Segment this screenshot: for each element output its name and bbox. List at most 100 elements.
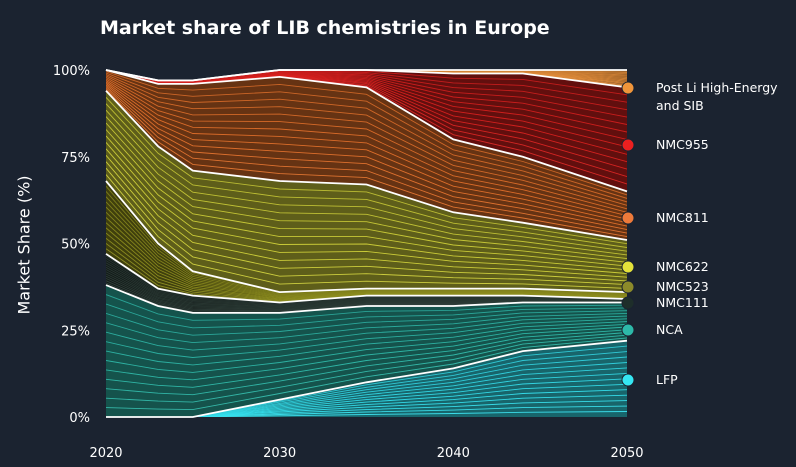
y-tick-label: 0% <box>69 411 90 426</box>
contour-line <box>106 142 627 271</box>
contour-line <box>106 211 627 297</box>
series-boundary-line <box>105 69 628 193</box>
contour-line <box>106 329 627 388</box>
contour-line <box>106 264 627 307</box>
contour-line <box>106 78 627 213</box>
legend-label: NMC111 <box>656 295 709 310</box>
series-layers <box>106 70 627 417</box>
contour-line <box>106 337 627 411</box>
series-boundary-line <box>106 339 628 418</box>
legend-item-nmc523: NMC523 <box>621 279 709 294</box>
legend-marker <box>621 296 635 310</box>
contour-line <box>106 206 627 297</box>
series-nmc811 <box>106 70 627 240</box>
contour-line <box>106 232 627 300</box>
contour-line <box>106 310 627 336</box>
contour-line <box>106 201 627 296</box>
contour-line <box>106 174 627 289</box>
contour-line <box>106 260 627 306</box>
contour-line <box>106 334 627 403</box>
contour-line <box>106 88 627 238</box>
contour-line <box>106 372 627 417</box>
legend-item-lfp: LFP <box>621 372 678 387</box>
x-tick-label: 2020 <box>89 446 122 461</box>
contour-line <box>106 400 627 417</box>
contour-line <box>106 243 627 302</box>
contour-line <box>106 217 627 298</box>
contour-line <box>106 96 627 245</box>
contour-line <box>106 351 627 417</box>
contour-line <box>106 87 627 234</box>
area-nmc955 <box>106 70 627 192</box>
series-boundary-line <box>105 180 628 294</box>
legend-label: NMC955 <box>656 137 709 152</box>
contour-line <box>106 84 627 227</box>
contour-line <box>106 237 627 301</box>
x-tick-label: 2040 <box>437 446 470 461</box>
contour-line <box>106 383 627 417</box>
contour-line <box>106 271 627 309</box>
contour-line <box>106 77 627 210</box>
contour-line <box>106 262 627 306</box>
contour-line <box>106 394 627 417</box>
legend-label: Post Li High-Energy <box>656 80 778 95</box>
series-lfp <box>106 340 627 417</box>
y-axis-ticks: 0% 25% 50% 75% 100% <box>53 64 90 426</box>
legend-marker <box>621 260 635 274</box>
area-nca <box>106 285 627 417</box>
contour-line <box>106 86 627 231</box>
area-nmc811 <box>106 70 627 240</box>
legend-marker <box>621 211 635 225</box>
contour-line <box>106 191 627 295</box>
contour-line <box>106 135 627 267</box>
contour-line <box>106 332 627 396</box>
contour-line <box>106 318 627 358</box>
contour-line <box>106 312 627 344</box>
contour-line <box>106 389 627 417</box>
contour-line <box>106 321 627 366</box>
contour-line <box>106 411 627 417</box>
series-boundaries <box>105 69 628 418</box>
legend-item-nmc811: NMC811 <box>621 210 709 225</box>
contour-line <box>106 222 627 299</box>
y-tick-label: 100% <box>53 64 90 79</box>
contour-line <box>106 80 627 217</box>
contour-line <box>106 356 627 417</box>
contour-line <box>106 345 627 417</box>
legend-marker <box>621 81 635 95</box>
contour-line <box>106 109 627 252</box>
legend-item-nmc955: NMC955 <box>621 137 709 152</box>
contour-line <box>106 273 627 310</box>
contour-line <box>106 303 627 329</box>
legend-label: NMC523 <box>656 279 709 294</box>
contour-line <box>106 75 627 206</box>
contour-line <box>106 405 627 417</box>
contour-line <box>106 326 627 381</box>
contour-line <box>106 277 627 312</box>
contour-line <box>106 280 627 312</box>
legend-marker <box>621 138 635 152</box>
contour-line <box>106 315 627 351</box>
legend-label: NMC811 <box>656 210 709 225</box>
contour-line <box>106 74 627 203</box>
contour-line <box>106 227 627 300</box>
contour-line <box>106 196 627 295</box>
y-tick-label: 25% <box>61 324 90 339</box>
series-boundary-line <box>105 69 627 82</box>
contour-line <box>106 362 627 417</box>
contour-line <box>106 103 627 248</box>
x-axis-ticks: 2020 2030 2040 2050 <box>89 446 643 461</box>
x-tick-label: 2030 <box>263 446 296 461</box>
legend-marker <box>621 323 635 337</box>
legend-marker <box>621 280 635 294</box>
legend-item-post-li-high-energy-and-sib: Post Li High-Energy and SIB <box>621 80 778 113</box>
series-nca <box>106 285 627 417</box>
legend-label: and SIB <box>656 98 704 113</box>
contour-line <box>106 81 627 220</box>
contour-line <box>106 378 627 417</box>
contour-line <box>106 155 627 278</box>
legend-marker <box>621 373 635 387</box>
contour-line <box>106 71 627 196</box>
